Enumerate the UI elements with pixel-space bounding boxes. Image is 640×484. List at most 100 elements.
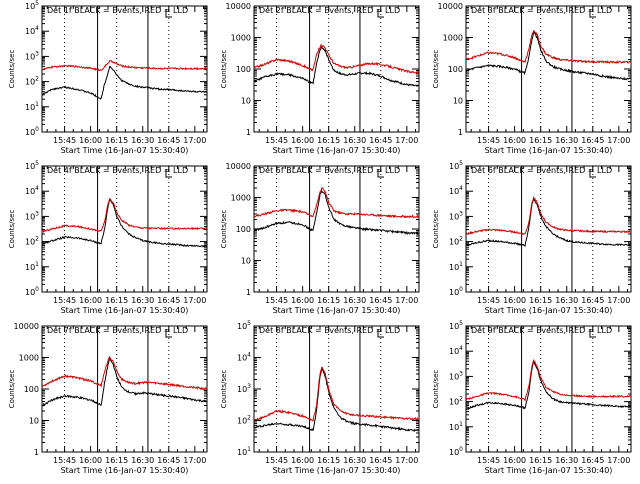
x-tick-label: 15:45: [477, 456, 500, 465]
y-tick-label: 10: [29, 417, 39, 426]
y-axis-label: Counts/sec: [8, 370, 16, 409]
plot-frame: [465, 165, 632, 293]
events-series-line: [41, 357, 208, 407]
chart-title: Det 6f BLACK = Events, RED = LLD: [471, 166, 612, 175]
x-tick-label: 16:45: [369, 136, 392, 145]
x-tick-label: 16:45: [581, 456, 604, 465]
y-tick-label: 105: [25, 160, 39, 171]
y-tick-label: 103: [449, 210, 463, 221]
lld-series-line: [41, 198, 208, 234]
x-tick-label: 16:15: [105, 456, 128, 465]
y-tick-label: 105: [449, 160, 463, 171]
x-tick-label: 16:45: [581, 136, 604, 145]
y-tick-label: 101: [449, 421, 463, 432]
y-tick-label: 101: [237, 446, 251, 457]
x-tick-label: 16:00: [79, 456, 102, 465]
x-axis-label: Start Time (16-Jan-07 15:30:40): [485, 466, 613, 475]
lld-series-line: [465, 29, 632, 64]
y-tick-label: 105: [25, 0, 39, 11]
chart-title: Det 1f BLACK = Events, RED = LLD: [47, 6, 188, 15]
y-tick-label: 1000: [231, 34, 251, 43]
x-tick-label: 16:45: [369, 296, 392, 305]
marker-glyph: [165, 9, 172, 18]
y-tick-label: 104: [237, 352, 251, 363]
x-tick-label: 16:30: [343, 136, 366, 145]
x-tick-label: 16:15: [529, 456, 552, 465]
x-axis-label: Start Time (16-Jan-07 15:30:40): [273, 306, 401, 315]
marker-glyph: [589, 9, 596, 18]
y-tick-label: 1000: [443, 34, 463, 43]
marker-glyph: [589, 329, 596, 338]
marker-glyph: [377, 169, 384, 178]
x-tick-label: 16:30: [555, 136, 578, 145]
chart-panel: 100 101 102 103 104 105 15:45 16:00 16:15 16:30 16…: [432, 160, 632, 315]
chart-title: Det 7f BLACK = Events, RED = LLD: [47, 326, 188, 335]
x-tick-label: 16:15: [529, 296, 552, 305]
x-axis-label: Start Time (16-Jan-07 15:30:40): [61, 146, 189, 155]
x-tick-label: 16:00: [291, 136, 314, 145]
x-tick-label: 15:45: [53, 456, 76, 465]
chart-panel: 1 10 100 1000 10000 15:45 16:00 16:15 16:30 16:45…: [220, 162, 420, 315]
plot-frame: [41, 165, 208, 293]
x-tick-label: 15:45: [477, 296, 500, 305]
events-series-line: [41, 197, 208, 248]
x-axis-label: Start Time (16-Jan-07 15:30:40): [273, 466, 401, 475]
x-tick-label: 15:45: [477, 136, 500, 145]
plot-frame: [253, 5, 420, 133]
x-axis-label: Start Time (16-Jan-07 15:30:40): [61, 466, 189, 475]
y-tick-label: 100: [448, 65, 463, 74]
plot-frame: [465, 325, 632, 453]
events-series-line: [254, 189, 420, 236]
x-tick-label: 16:45: [157, 136, 180, 145]
y-tick-label: 101: [25, 101, 39, 112]
x-tick-label: 16:30: [131, 136, 154, 145]
chart-title: Det 2f BLACK = Events, RED = LLD: [259, 6, 400, 15]
x-tick-label: 16:45: [581, 296, 604, 305]
y-tick-label: 1: [246, 128, 251, 137]
marker-glyph: [165, 169, 172, 178]
y-tick-label: 1000: [231, 194, 251, 203]
y-tick-label: 10: [241, 97, 251, 106]
y-tick-label: 10000: [226, 2, 251, 11]
x-tick-label: 16:30: [343, 456, 366, 465]
x-tick-label: 16:00: [79, 136, 102, 145]
y-tick-label: 1: [458, 128, 463, 137]
x-tick-label: 16:15: [317, 296, 340, 305]
lld-series-line: [465, 195, 632, 236]
x-tick-label: 17:00: [395, 136, 418, 145]
y-tick-label: 102: [25, 236, 39, 247]
chart-panel: 101 102 103 104 105 15:45 16:00 16:15 16:30 16:45…: [220, 320, 420, 475]
x-tick-label: 17:00: [395, 456, 418, 465]
y-tick-label: 100: [449, 286, 463, 297]
y-tick-label: 10000: [14, 322, 39, 331]
y-tick-label: 10: [241, 257, 251, 266]
marker-glyph: [589, 169, 596, 178]
plot-frame: [253, 325, 420, 453]
y-tick-label: 1: [34, 448, 39, 457]
x-axis-label: Start Time (16-Jan-07 15:30:40): [485, 146, 613, 155]
x-tick-label: 16:30: [343, 296, 366, 305]
y-tick-label: 103: [449, 370, 463, 381]
y-tick-label: 103: [237, 383, 251, 394]
chart-title: Det 4f BLACK = Events, RED = LLD: [47, 166, 188, 175]
y-tick-label: 100: [25, 286, 39, 297]
x-tick-label: 16:15: [105, 296, 128, 305]
chart-panel: 1 10 100 1000 10000 15:45 16:00 16:15 16:30 16:45…: [220, 2, 420, 155]
x-tick-label: 17:00: [607, 456, 630, 465]
x-axis-label: Start Time (16-Jan-07 15:30:40): [485, 306, 613, 315]
y-tick-label: 104: [449, 185, 463, 196]
chart-panel: 1 10 100 1000 10000 15:45 16:00 16:15 16:30 16:45…: [432, 2, 632, 155]
x-tick-label: 16:00: [503, 456, 526, 465]
x-tick-label: 16:45: [157, 296, 180, 305]
lld-series-line: [253, 366, 420, 422]
y-axis-label: Counts/sec: [432, 50, 440, 89]
chart-panel: 100 101 102 103 104 105 15:45 16:00 16:15 16:30 16…: [432, 320, 632, 475]
y-tick-label: 10000: [438, 2, 463, 11]
x-tick-label: 16:30: [555, 296, 578, 305]
y-axis-label: Counts/sec: [8, 50, 16, 89]
x-tick-label: 16:15: [105, 136, 128, 145]
x-tick-label: 15:45: [265, 296, 288, 305]
x-tick-label: 17:00: [607, 136, 630, 145]
